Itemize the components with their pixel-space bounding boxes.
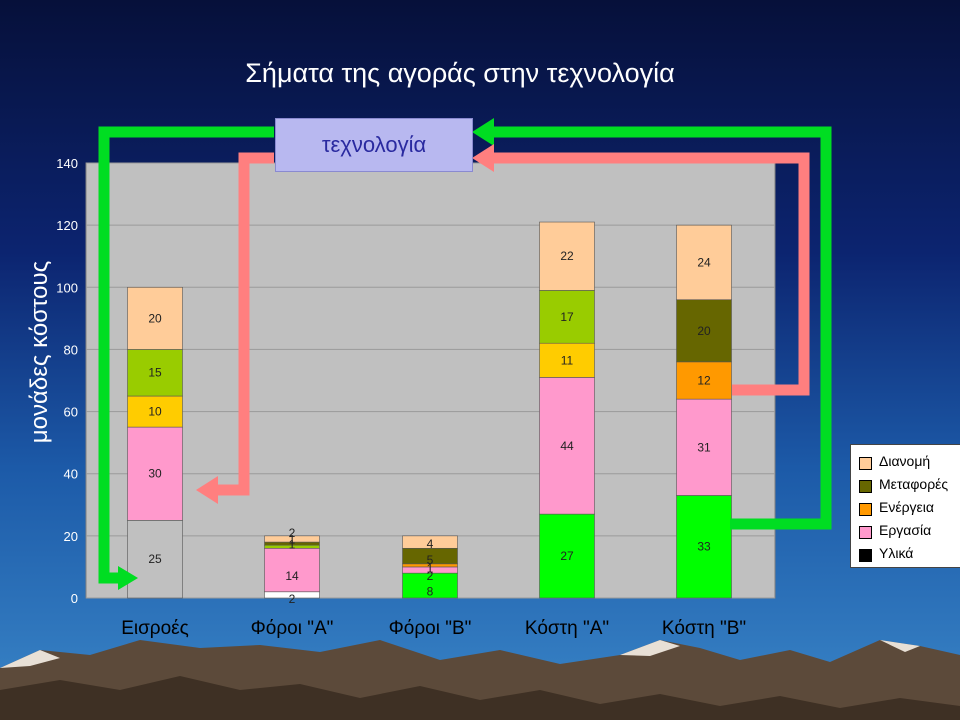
legend-label: Ενέργεια <box>879 499 934 515</box>
bar-segment <box>539 221 595 291</box>
bar-segment <box>127 520 183 599</box>
legend-swatch <box>859 480 872 493</box>
data-label: 33 <box>697 540 711 554</box>
data-label: 30 <box>148 467 162 481</box>
data-label: 22 <box>560 249 574 263</box>
x-tick-label: Κόστη "Β" <box>662 618 746 639</box>
legend-label: Μεταφορές <box>879 476 949 492</box>
green-arrowhead-2 <box>118 566 138 590</box>
bar-segment <box>127 426 183 521</box>
data-label: 8 <box>427 585 434 599</box>
legend: Διανομή Μεταφορές Ενέργεια Εργασία Υλικά <box>850 444 960 568</box>
bar-segment <box>676 299 732 363</box>
green-arrow-path-2 <box>98 126 274 584</box>
red-arrow-path <box>492 152 810 396</box>
data-label: 25 <box>148 552 162 566</box>
legend-label: Υλικά <box>879 545 914 561</box>
bar-segment <box>539 513 595 599</box>
data-label: 17 <box>560 310 574 324</box>
bar-segment <box>676 361 732 400</box>
bar-segment <box>127 395 183 428</box>
data-label: 12 <box>697 374 711 388</box>
data-label: 11 <box>561 353 574 367</box>
bar-segment <box>127 349 183 397</box>
data-label: 4 <box>427 537 434 551</box>
slide-title: Σήματα της αγοράς στην τεχνολογία <box>245 58 675 88</box>
y-axis-label-text: μονάδες κόστους <box>26 260 53 444</box>
legend-label: Εργασία <box>879 522 932 538</box>
x-tick-label: Φόροι "Α" <box>251 618 334 639</box>
bar-segment <box>539 377 595 515</box>
bar-segment <box>676 224 732 301</box>
x-tick-label: Κόστη "Α" <box>525 618 609 639</box>
bar-segment <box>127 286 183 350</box>
data-label: 1 <box>427 561 434 575</box>
bar-segment <box>264 535 320 543</box>
data-label: 20 <box>148 311 162 325</box>
data-label: 14 <box>285 569 299 583</box>
bar-segment <box>539 290 595 344</box>
technology-box: τεχνολογία <box>275 118 473 172</box>
y-tick-label: 40 <box>64 467 78 482</box>
y-tick-label: 80 <box>64 342 78 357</box>
y-tick-label: 120 <box>56 218 78 233</box>
legend-swatch <box>859 457 872 470</box>
data-label: 1 <box>289 538 296 552</box>
bar-segment <box>676 495 732 599</box>
y-tick-label: 0 <box>71 591 78 606</box>
data-label: 27 <box>560 549 574 563</box>
x-tick-label: Φόροι "Β" <box>389 618 472 639</box>
bar-segment <box>402 535 458 549</box>
bar-segment <box>539 342 595 378</box>
plot-area-bg <box>85 162 776 599</box>
red-arrowhead-2 <box>196 476 218 504</box>
data-label: 2 <box>289 592 296 606</box>
data-label: 44 <box>560 439 574 453</box>
bar-segment <box>676 398 732 496</box>
data-label: 5 <box>427 553 434 567</box>
data-label: 15 <box>148 366 162 380</box>
data-label: 1 <box>289 533 296 547</box>
legend-swatch <box>859 503 872 516</box>
data-label: 2 <box>427 569 434 583</box>
x-tick-label: Εισροές <box>121 618 189 639</box>
red-arrow-path-2 <box>218 152 274 496</box>
red-arrowhead <box>472 144 494 172</box>
legend-label: Διανομή <box>879 453 931 469</box>
y-tick-label: 20 <box>64 529 78 544</box>
green-arrowhead <box>472 118 494 146</box>
green-arrow-path <box>492 126 832 530</box>
legend-swatch <box>859 526 872 539</box>
y-tick-label: 100 <box>56 280 78 295</box>
bar-segment <box>402 572 458 599</box>
data-label: 31 <box>697 440 711 454</box>
bar-segment <box>264 547 320 593</box>
data-label: 24 <box>697 255 711 269</box>
data-label: 2 <box>289 526 296 540</box>
data-label: 20 <box>697 324 711 338</box>
data-label: 10 <box>148 405 162 419</box>
y-tick-label: 60 <box>64 405 78 420</box>
y-tick-label: 140 <box>56 156 78 171</box>
legend-swatch <box>859 549 872 562</box>
